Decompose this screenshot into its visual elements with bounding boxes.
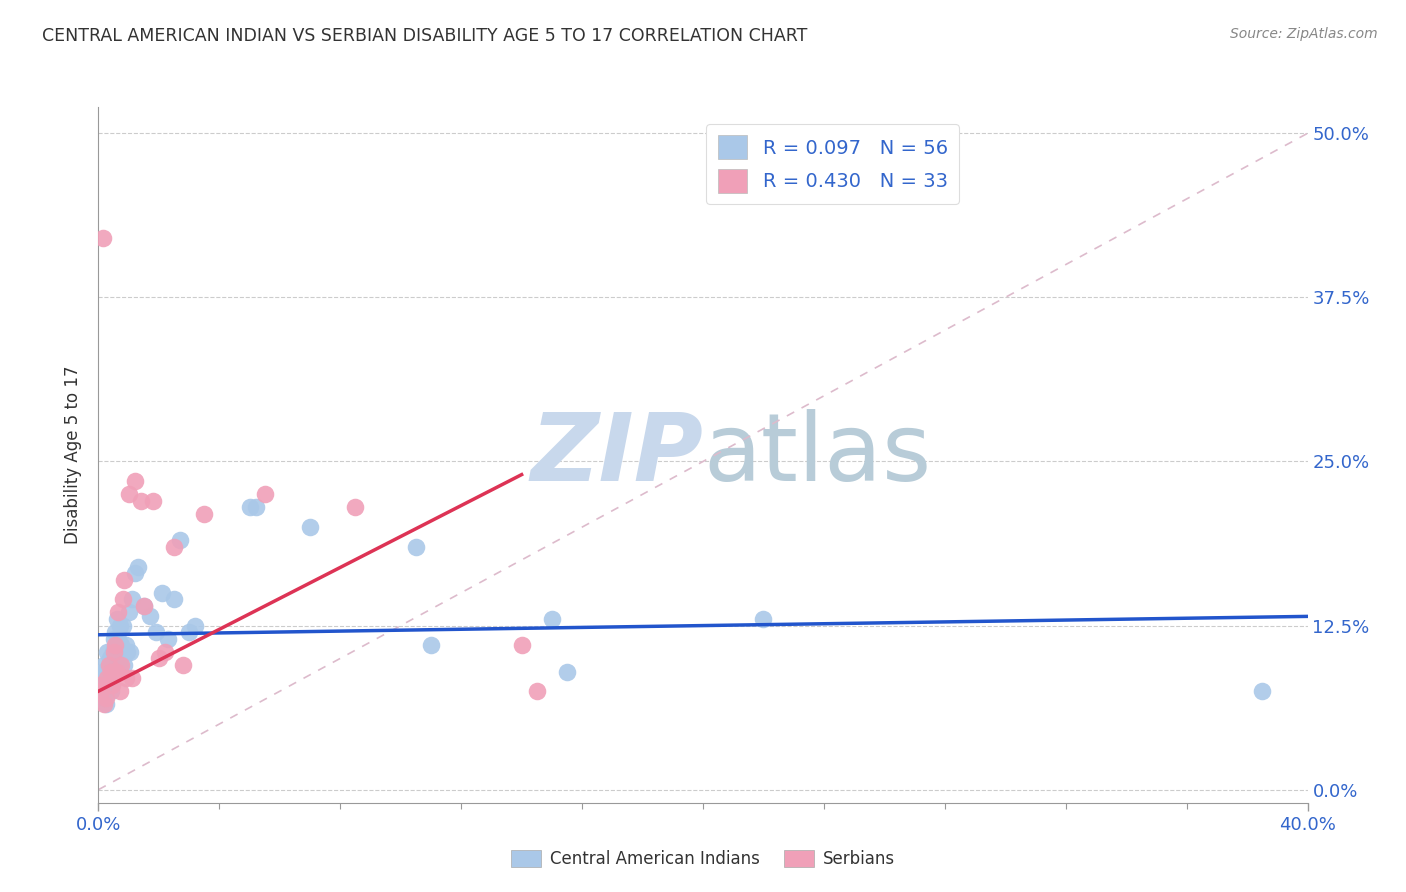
Point	[156, 632, 179, 646]
Point	[179, 625, 201, 640]
Point	[510, 638, 533, 652]
Point	[114, 638, 136, 652]
Point	[118, 606, 141, 620]
Point	[100, 678, 122, 692]
Point	[96, 665, 118, 679]
Point	[105, 612, 128, 626]
Point	[103, 632, 125, 646]
Point	[98, 657, 121, 672]
Point	[163, 592, 186, 607]
Point	[129, 494, 152, 508]
Point	[112, 573, 135, 587]
Point	[142, 494, 165, 508]
Point	[104, 638, 127, 652]
Point	[169, 533, 191, 548]
Point	[93, 698, 115, 712]
Point	[112, 657, 135, 672]
Legend: R = 0.097   N = 56, R = 0.430   N = 33: R = 0.097 N = 56, R = 0.430 N = 33	[706, 124, 959, 204]
Point	[94, 698, 117, 712]
Point	[253, 487, 276, 501]
Y-axis label: Disability Age 5 to 17: Disability Age 5 to 17	[65, 366, 83, 544]
Point	[108, 657, 131, 672]
Point	[90, 671, 112, 685]
Text: ZIP: ZIP	[530, 409, 703, 501]
Point	[89, 678, 111, 692]
Point	[299, 520, 322, 534]
Point	[245, 500, 267, 515]
Point	[100, 684, 122, 698]
Point	[752, 612, 775, 626]
Point	[104, 638, 127, 652]
Point	[111, 645, 134, 659]
Point	[96, 645, 118, 659]
Legend: Central American Indians, Serbians: Central American Indians, Serbians	[505, 843, 901, 875]
Point	[145, 625, 167, 640]
Point	[114, 671, 136, 685]
Point	[101, 678, 124, 692]
Point	[121, 592, 143, 607]
Text: CENTRAL AMERICAN INDIAN VS SERBIAN DISABILITY AGE 5 TO 17 CORRELATION CHART: CENTRAL AMERICAN INDIAN VS SERBIAN DISAB…	[42, 27, 807, 45]
Point	[127, 559, 149, 574]
Point	[132, 599, 155, 613]
Point	[150, 586, 173, 600]
Point	[110, 638, 132, 652]
Point	[90, 684, 112, 698]
Point	[97, 671, 120, 685]
Point	[541, 612, 564, 626]
Point	[132, 599, 155, 613]
Point	[93, 678, 115, 692]
Point	[90, 684, 112, 698]
Point	[120, 645, 142, 659]
Point	[555, 665, 578, 679]
Point	[110, 657, 132, 672]
Point	[405, 540, 427, 554]
Point	[103, 645, 125, 659]
Point	[91, 665, 114, 679]
Point	[108, 651, 131, 665]
Point	[108, 684, 131, 698]
Point	[91, 231, 114, 245]
Point	[98, 651, 121, 665]
Point	[111, 618, 134, 632]
Point	[121, 671, 143, 685]
Point	[101, 645, 124, 659]
Point	[107, 632, 129, 646]
Point	[118, 487, 141, 501]
Point	[94, 690, 117, 705]
Point	[91, 690, 114, 705]
Point	[108, 618, 131, 632]
Point	[153, 645, 176, 659]
Point	[115, 645, 138, 659]
Point	[101, 657, 124, 672]
Point	[105, 665, 128, 679]
Point	[148, 651, 170, 665]
Point	[93, 657, 115, 672]
Point	[420, 638, 443, 652]
Point	[100, 665, 122, 679]
Point	[89, 678, 111, 692]
Point	[94, 684, 117, 698]
Point	[193, 507, 215, 521]
Point	[124, 566, 146, 580]
Point	[526, 684, 548, 698]
Point	[105, 645, 128, 659]
Text: Source: ZipAtlas.com: Source: ZipAtlas.com	[1230, 27, 1378, 41]
Point	[111, 592, 134, 607]
Point	[107, 606, 129, 620]
Point	[239, 500, 262, 515]
Point	[172, 657, 194, 672]
Text: atlas: atlas	[703, 409, 931, 501]
Point	[163, 540, 186, 554]
Point	[98, 657, 121, 672]
Point	[344, 500, 367, 515]
Point	[124, 474, 146, 488]
Point	[96, 671, 118, 685]
Point	[1251, 684, 1274, 698]
Point	[104, 625, 127, 640]
Point	[139, 609, 162, 624]
Point	[184, 618, 207, 632]
